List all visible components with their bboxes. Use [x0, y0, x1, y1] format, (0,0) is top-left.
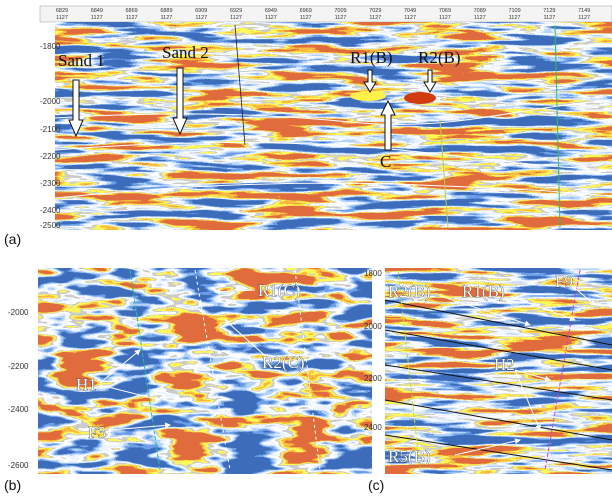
- trace-number: 6869: [126, 8, 138, 14]
- annotation: R2(B): [388, 282, 431, 301]
- panel-c: R2(B) R1(B) F9 H2 R5(B) (c): [368, 268, 612, 493]
- trace-line: 1127: [300, 15, 312, 21]
- trace-number: 7049: [404, 8, 416, 14]
- annotation: R2(C): [262, 353, 305, 372]
- trace-line: 1127: [195, 15, 207, 21]
- trace-number: 7129: [543, 8, 555, 14]
- panel-a: Sand 1 Sand 2 R1(B) R2(B) C (a): [4, 6, 612, 247]
- depth-label: -2500: [40, 221, 61, 230]
- trace-number: 7149: [578, 8, 590, 14]
- bright-spot: [404, 92, 436, 104]
- trace-line: 1127: [230, 15, 242, 21]
- trace-line: 1127: [439, 15, 451, 21]
- depth-label: 2400: [364, 423, 382, 432]
- figure: Sand 1 Sand 2 R1(B) R2(B) C (a) R1(C) R2…: [0, 0, 612, 497]
- trace-number: 6929: [230, 8, 242, 14]
- trace-number: 6849: [91, 8, 103, 14]
- trace-number: 7109: [508, 8, 520, 14]
- annotation: R1(B): [350, 48, 393, 67]
- trace-line: 1127: [126, 15, 138, 21]
- annotation: Sand 2: [162, 43, 209, 62]
- trace-number: 7029: [369, 8, 381, 14]
- trace-line: 1127: [335, 15, 347, 21]
- trace-line: 1127: [578, 15, 590, 21]
- depth-label: 2200: [364, 374, 382, 383]
- annotation: H1: [76, 375, 97, 394]
- depth-label: 2000: [364, 322, 382, 331]
- annotation: H2: [494, 355, 515, 374]
- trace-number: 7069: [439, 8, 451, 14]
- trace-number: 6829: [56, 8, 68, 14]
- trace-line: 1127: [265, 15, 277, 21]
- trace-line: 1127: [91, 15, 103, 21]
- depth-label: -2000: [8, 308, 29, 317]
- trace-line: 1127: [56, 15, 68, 21]
- annotation: F3: [88, 423, 106, 442]
- trace-line: 1127: [543, 15, 555, 21]
- trace-line: 1127: [404, 15, 416, 21]
- trace-number: 7089: [474, 8, 486, 14]
- depth-label: -2400: [40, 206, 61, 215]
- trace-line: 1127: [474, 15, 486, 21]
- depth-label: -1800: [40, 42, 61, 51]
- panel-b: R1(C) R2(C) H1 F3 (b): [4, 268, 372, 493]
- depth-label: -2200: [8, 362, 29, 371]
- depth-label: 1800: [364, 269, 382, 278]
- bright-spot: [350, 91, 386, 101]
- trace-number: 6889: [160, 8, 172, 14]
- trace-line: 1127: [509, 15, 521, 21]
- annotation: Sand 1: [58, 51, 105, 70]
- seismic-section: [55, 22, 612, 230]
- annotation: R2(B): [418, 48, 461, 67]
- trace-number: 7009: [334, 8, 346, 14]
- annotation: F9: [555, 272, 573, 291]
- trace-number: 6969: [300, 8, 312, 14]
- trace-line: 1127: [161, 15, 173, 21]
- depth-label: -2000: [40, 97, 61, 106]
- depth-label: -2400: [8, 405, 29, 414]
- panel-label: (c): [368, 477, 384, 493]
- seismic-section: [38, 268, 372, 474]
- annotation: C: [380, 152, 391, 171]
- panel-label: (b): [4, 477, 21, 493]
- panel-label: (a): [4, 231, 21, 247]
- trace-number: 6949: [265, 8, 277, 14]
- depth-label: -2300: [40, 179, 61, 188]
- trace-line: 1127: [369, 15, 381, 21]
- annotation: R5(B): [388, 447, 431, 466]
- depth-label: -2100: [40, 125, 61, 134]
- annotation: R1(C): [258, 281, 301, 300]
- trace-number: 6909: [195, 8, 207, 14]
- annotation: R1(B): [462, 282, 505, 301]
- depth-label: -2600: [8, 461, 29, 470]
- depth-label: -2200: [40, 152, 61, 161]
